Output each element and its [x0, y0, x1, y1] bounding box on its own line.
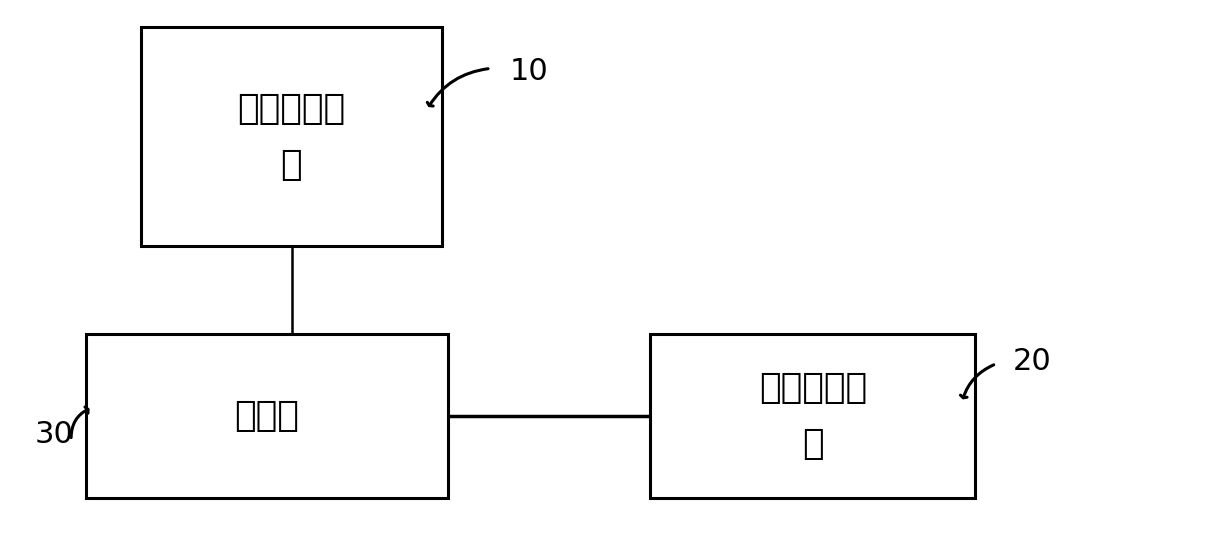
- Text: 单片机: 单片机: [234, 399, 299, 433]
- Text: 20: 20: [1012, 346, 1052, 376]
- Bar: [650, 334, 975, 498]
- Text: 10: 10: [509, 56, 548, 86]
- Bar: [141, 27, 442, 246]
- Text: 声音采集设
备: 声音采集设 备: [758, 371, 867, 461]
- Text: 30: 30: [34, 420, 74, 450]
- Bar: [86, 334, 448, 498]
- Text: 图像采集设
备: 图像采集设 备: [237, 92, 346, 182]
